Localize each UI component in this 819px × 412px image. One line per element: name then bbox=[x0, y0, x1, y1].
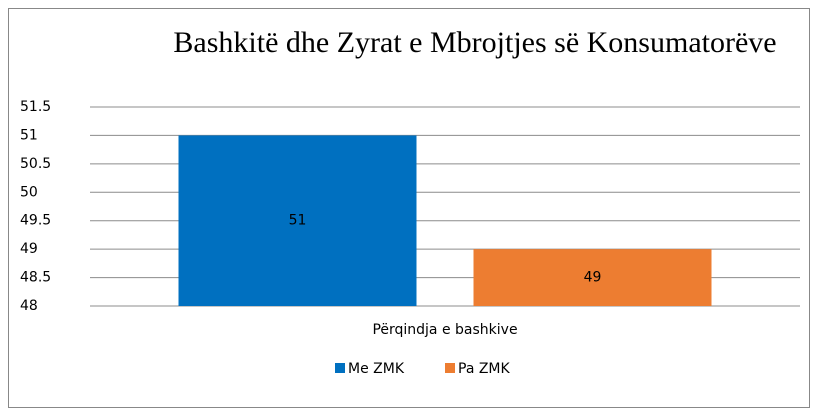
y-tick-label: 51 bbox=[20, 127, 38, 143]
y-tick-label: 48 bbox=[20, 298, 38, 314]
legend-swatch bbox=[445, 363, 455, 373]
y-tick-label: 51.5 bbox=[20, 99, 51, 115]
bar bbox=[473, 249, 712, 306]
data-label: 49 bbox=[584, 270, 602, 286]
x-tick-label: Përqindja e bashkive bbox=[372, 322, 517, 338]
y-tick-label: 49 bbox=[20, 241, 38, 257]
y-tick-label: 48.5 bbox=[20, 270, 51, 286]
legend-swatch bbox=[335, 363, 345, 373]
data-label: 51 bbox=[289, 213, 307, 229]
y-tick-label: 49.5 bbox=[20, 213, 51, 229]
bar bbox=[178, 135, 417, 306]
y-tick-label: 50.5 bbox=[20, 156, 51, 172]
chart-title: Bashkitë dhe Zyrat e Mbrojtjes së Konsum… bbox=[173, 26, 776, 59]
legend-label: Me ZMK bbox=[348, 361, 405, 377]
legend-label: Pa ZMK bbox=[458, 361, 511, 377]
y-tick-label: 50 bbox=[20, 184, 38, 200]
